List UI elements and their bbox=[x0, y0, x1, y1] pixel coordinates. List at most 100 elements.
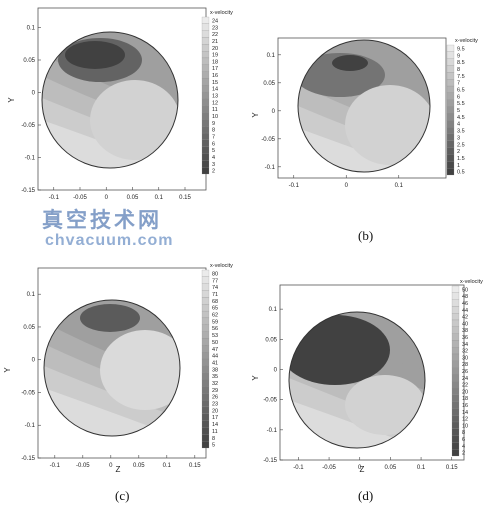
legend-swatch bbox=[201, 372, 210, 380]
legend-label: 36 bbox=[462, 335, 468, 341]
legend-swatch bbox=[201, 297, 210, 305]
legend-label: 1 bbox=[457, 163, 460, 169]
contour-region bbox=[90, 80, 178, 160]
legend-swatch bbox=[201, 441, 210, 449]
legend-label: 68 bbox=[212, 299, 218, 305]
x-tick-label: 0 bbox=[109, 463, 113, 469]
legend-swatch bbox=[451, 421, 460, 429]
legend-swatch bbox=[451, 428, 460, 436]
x-tick-label: -0.05 bbox=[322, 465, 336, 471]
contour-band bbox=[44, 388, 180, 436]
legend-swatch bbox=[201, 153, 210, 161]
legend-label: 5 bbox=[457, 108, 460, 114]
legend-swatch bbox=[201, 434, 210, 442]
legend-label: 10 bbox=[212, 114, 218, 120]
legend-label: 20 bbox=[212, 46, 218, 52]
legend-swatch bbox=[201, 406, 210, 414]
y-tick-label: 0.1 bbox=[27, 26, 36, 32]
y-tick-label: -0.05 bbox=[263, 398, 277, 404]
contour-field bbox=[289, 312, 425, 448]
x-tick-label: 0.15 bbox=[179, 195, 191, 201]
legend-label: 20 bbox=[462, 389, 468, 395]
legend-label: 38 bbox=[212, 367, 218, 373]
legend-swatch bbox=[201, 119, 210, 127]
legend-label: 5 bbox=[212, 443, 215, 449]
y-tick-label: 0.1 bbox=[269, 307, 278, 313]
legend-label: 9 bbox=[457, 53, 460, 59]
chart-panel-3: -0.1 -0.05 0 0.05 0.1 0.15 0.1 0.05 0 -0.05 -0.1 -0… bbox=[3, 263, 233, 474]
legend-label: 26 bbox=[462, 369, 468, 375]
legend-swatch bbox=[201, 352, 210, 360]
legend-swatch bbox=[201, 317, 210, 325]
legend-swatch bbox=[446, 51, 455, 59]
contour-field bbox=[298, 40, 430, 172]
legend-swatch bbox=[201, 85, 210, 93]
legend-swatch bbox=[446, 113, 455, 121]
legend-label: 6 bbox=[457, 94, 460, 100]
legend-label: 11 bbox=[212, 429, 218, 435]
legend-title: x-velocity bbox=[455, 38, 478, 44]
legend-swatch bbox=[451, 449, 460, 457]
legend-swatch bbox=[451, 333, 460, 341]
legend-label: 9 bbox=[212, 121, 215, 127]
plot-frame bbox=[279, 284, 465, 461]
legend-label: 3 bbox=[457, 135, 460, 141]
x-tick-label: 0.15 bbox=[446, 465, 458, 471]
legend-label: 17 bbox=[212, 66, 218, 72]
contour-region bbox=[100, 330, 180, 410]
legend-label: 12 bbox=[462, 417, 468, 423]
legend-swatch bbox=[201, 105, 210, 113]
y-axis-label: Y bbox=[251, 112, 260, 118]
x-axis-label: Z bbox=[116, 465, 121, 474]
legend-swatch bbox=[451, 299, 460, 307]
y-tick-label: -0.1 bbox=[25, 156, 36, 162]
legend-label: 22 bbox=[462, 383, 468, 389]
legend-label: 34 bbox=[462, 342, 468, 348]
y-tick-label: -0.05 bbox=[21, 123, 35, 129]
x-axis-label: Z bbox=[360, 465, 365, 474]
pipe-outline bbox=[297, 39, 431, 173]
legend-swatch bbox=[201, 30, 210, 38]
legend-label: 7 bbox=[457, 81, 460, 87]
x-tick-label: -0.05 bbox=[76, 463, 90, 469]
legend-swatch bbox=[451, 292, 460, 300]
legend-swatch bbox=[451, 326, 460, 334]
y-tick-label: -0.05 bbox=[261, 137, 275, 143]
legend-swatch bbox=[451, 353, 460, 361]
legend-label: 8 bbox=[212, 128, 215, 134]
y-tick-label: 0.05 bbox=[263, 81, 275, 87]
legend-swatch bbox=[446, 140, 455, 148]
legend-label: 23 bbox=[212, 25, 218, 31]
legend-label: 32 bbox=[212, 381, 218, 387]
legend-label: 3 bbox=[212, 162, 215, 168]
contour-region bbox=[65, 41, 125, 69]
legend-label: 62 bbox=[212, 313, 218, 319]
legend-swatch bbox=[451, 408, 460, 416]
pipe-outline bbox=[41, 31, 179, 169]
legend-swatch bbox=[201, 420, 210, 428]
legend-swatch bbox=[201, 112, 210, 120]
x-tick-label: 0.05 bbox=[385, 465, 397, 471]
legend-label: 24 bbox=[212, 18, 218, 24]
legend-label: 65 bbox=[212, 306, 218, 312]
legend-label: 48 bbox=[462, 294, 468, 300]
legend-label: 6.5 bbox=[457, 88, 465, 94]
legend-label: 18 bbox=[212, 59, 218, 65]
legend-label: 15 bbox=[212, 80, 218, 86]
legend-label: 4 bbox=[457, 122, 460, 128]
legend-label: 14 bbox=[212, 422, 218, 428]
x-tick-label: 0 bbox=[358, 465, 362, 471]
legend-label: 35 bbox=[212, 374, 218, 380]
legend-swatch bbox=[201, 331, 210, 339]
legend-swatch bbox=[201, 393, 210, 401]
legend-label: 30 bbox=[462, 355, 468, 361]
y-axis-label: Y bbox=[251, 375, 260, 381]
legend-label: 38 bbox=[462, 328, 468, 334]
x-tick-label: 0.05 bbox=[127, 195, 139, 201]
x-tick-label: -0.05 bbox=[73, 195, 87, 201]
chart-panel-4: -0.1 -0.05 0 0.05 0.1 0.15 0.1 0.05 0 -0.05 -0.1 -0… bbox=[251, 279, 483, 474]
legend-swatch bbox=[201, 283, 210, 291]
legend-label: 21 bbox=[212, 39, 218, 45]
legend-swatch bbox=[201, 37, 210, 45]
legend-label: 23 bbox=[212, 402, 218, 408]
